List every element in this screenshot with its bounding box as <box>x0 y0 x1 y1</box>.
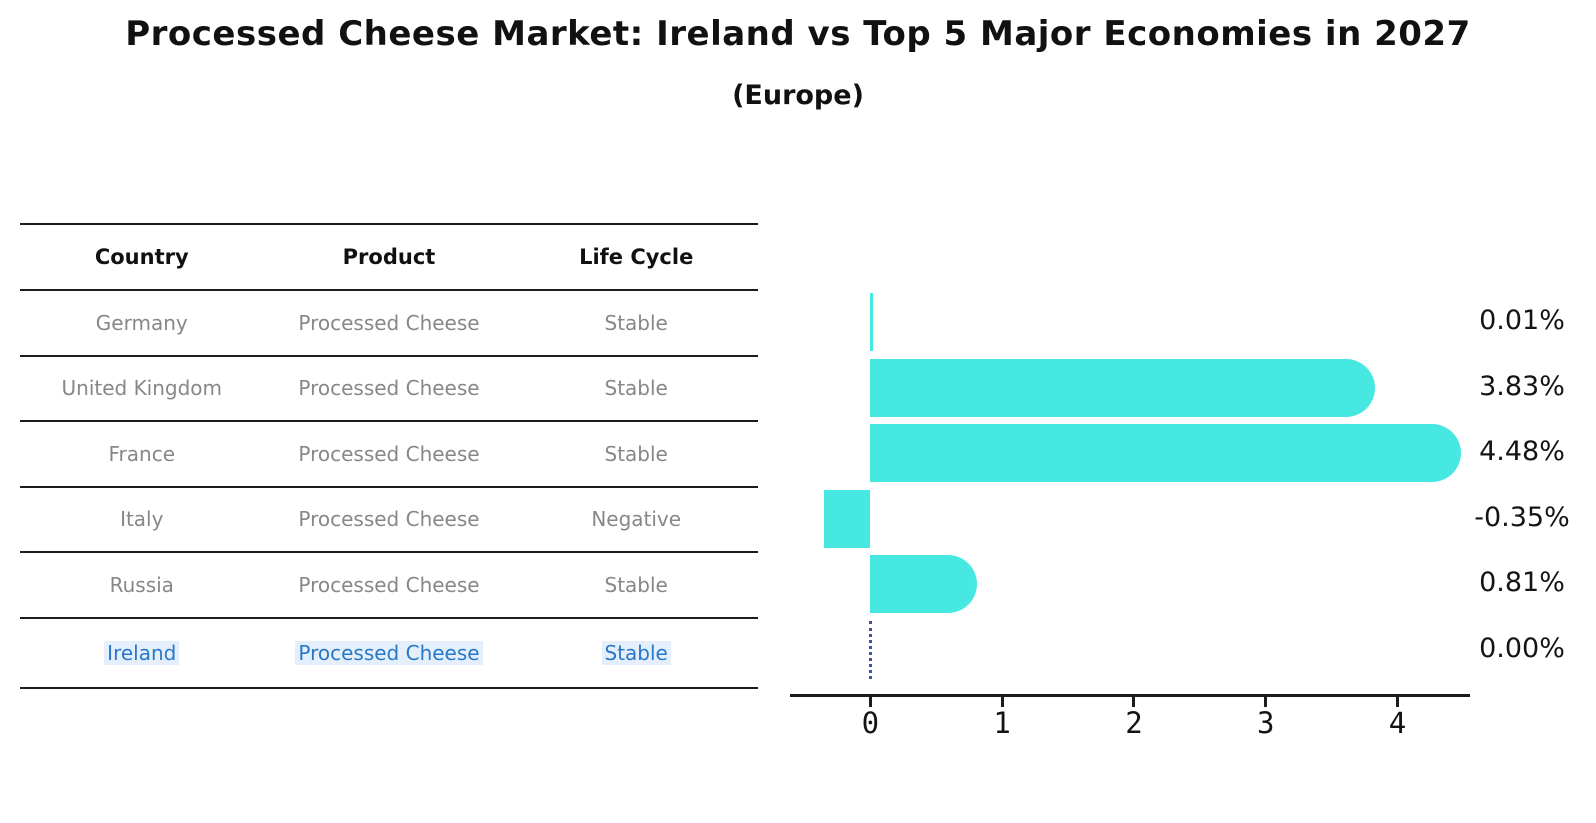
cell-text: Processed Cheese <box>298 310 480 335</box>
bar-value-label: -0.35% <box>1474 501 1570 533</box>
cell-text: Stable <box>601 640 671 665</box>
table-row: Germany Processed Cheese Stable <box>20 291 758 357</box>
cell-text: Germany <box>95 310 188 335</box>
bar-united-kingdom <box>870 358 1376 417</box>
x-axis-tick-mark <box>1264 697 1268 707</box>
table-row: United Kingdom Processed Cheese Stable <box>20 357 758 422</box>
cell-life_cycle: Stable <box>514 442 758 466</box>
cell-life_cycle: Stable <box>514 376 758 400</box>
cell-text: Russia <box>109 572 174 597</box>
zero-marker-dotted-line <box>868 620 872 679</box>
cell-product: Processed Cheese <box>264 311 515 335</box>
bar-russia <box>870 555 978 613</box>
column-header-product: Product <box>342 245 436 269</box>
x-axis-line <box>790 694 1470 697</box>
x-axis-tick-label: 4 <box>1388 706 1407 740</box>
cell-text: Stable <box>604 376 668 401</box>
bar-france <box>870 424 1461 482</box>
cell-product: Processed Cheese <box>264 442 515 466</box>
table-row: France Processed Cheese Stable <box>20 422 758 488</box>
table-header-row: Country Product Life Cycle <box>20 225 758 291</box>
cell-country: United Kingdom <box>20 376 264 400</box>
bar-italy <box>824 489 871 548</box>
x-axis-tick-mark <box>1000 697 1004 707</box>
cell-country: Italy <box>20 507 264 531</box>
table-row: Ireland Processed Cheese Stable <box>20 619 758 689</box>
cell-text: Stable <box>604 310 668 335</box>
cell-life_cycle: Stable <box>514 573 758 597</box>
x-axis-tick-label: 3 <box>1257 706 1275 740</box>
cell-life_cycle: Negative <box>514 507 758 531</box>
cell-country: Germany <box>20 311 264 335</box>
column-header-country: Country <box>94 245 189 269</box>
cell-country: Ireland <box>20 640 264 665</box>
cell-text: Ireland <box>104 640 180 665</box>
page-subtitle: (Europe) <box>732 80 864 111</box>
cell-text: Processed Cheese <box>298 441 480 466</box>
cell-text: Processed Cheese <box>298 572 480 597</box>
cell-life_cycle: Stable <box>514 640 758 665</box>
x-axis-tick-label: 0 <box>861 706 880 740</box>
column-header-lifecycle: Life Cycle <box>579 245 694 269</box>
bar-value-label: 4.48% <box>1479 436 1565 467</box>
table-body: Germany Processed Cheese Stable United King… <box>20 291 758 689</box>
x-axis-tick-label: 1 <box>993 706 1011 740</box>
x-axis-tick-mark <box>868 697 872 707</box>
bar-value-label: 0.01% <box>1479 305 1565 336</box>
cell-product: Processed Cheese <box>264 573 515 597</box>
cell-life_cycle: Stable <box>514 311 758 335</box>
cell-text: Processed Cheese <box>295 640 483 665</box>
table-row: Russia Processed Cheese Stable <box>20 553 758 619</box>
cell-text: Processed Cheese <box>298 376 480 401</box>
x-axis-tick-mark <box>1132 697 1136 707</box>
cell-text: France <box>108 441 176 466</box>
country-table: Country Product Life Cycle Germany Proces… <box>20 223 758 689</box>
cell-product: Processed Cheese <box>264 507 515 531</box>
cell-text: Italy <box>120 507 164 532</box>
cell-text: Negative <box>591 507 682 532</box>
table-row: Italy Processed Cheese Negative <box>20 488 758 553</box>
bar-value-label: 0.81% <box>1479 567 1565 598</box>
cell-text: Processed Cheese <box>298 507 480 532</box>
bar-value-label: 0.00% <box>1479 632 1565 664</box>
x-axis-tick-label: 2 <box>1125 706 1143 740</box>
cell-text: Stable <box>604 441 668 466</box>
x-axis-tick-mark <box>1396 697 1400 707</box>
cell-product: Processed Cheese <box>264 640 515 665</box>
page-title: Processed Cheese Market: Ireland vs Top … <box>125 14 1471 54</box>
cell-text: Stable <box>604 572 668 597</box>
cell-country: France <box>20 442 264 466</box>
cell-country: Russia <box>20 573 264 597</box>
bar-germany <box>870 293 873 351</box>
bar-value-label: 3.83% <box>1479 370 1565 402</box>
cell-text: United Kingdom <box>61 376 223 401</box>
cell-product: Processed Cheese <box>264 376 515 400</box>
